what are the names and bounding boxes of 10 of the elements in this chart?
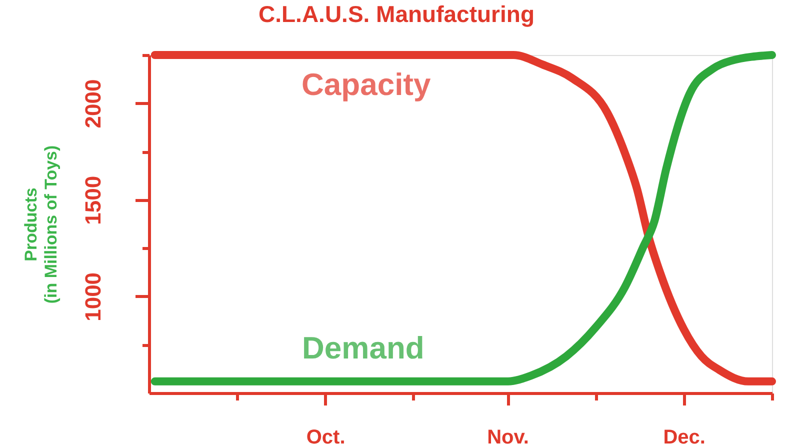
x-tick-label: Oct. [306,426,346,445]
chart-title: C.L.A.U.S. Manufacturing [258,1,534,27]
y-axis-title: Products (in Millions of Toys) [22,145,60,304]
series-label: Demand [302,330,424,366]
series-label: Capacity [302,67,432,102]
x-tick-label: Dec. [663,426,706,445]
x-tick-label: Nov. [487,426,529,445]
y-tick-label: 1500 [80,176,106,225]
y-tick-label: 1000 [80,272,106,322]
y-tick-label: 2000 [80,79,106,128]
